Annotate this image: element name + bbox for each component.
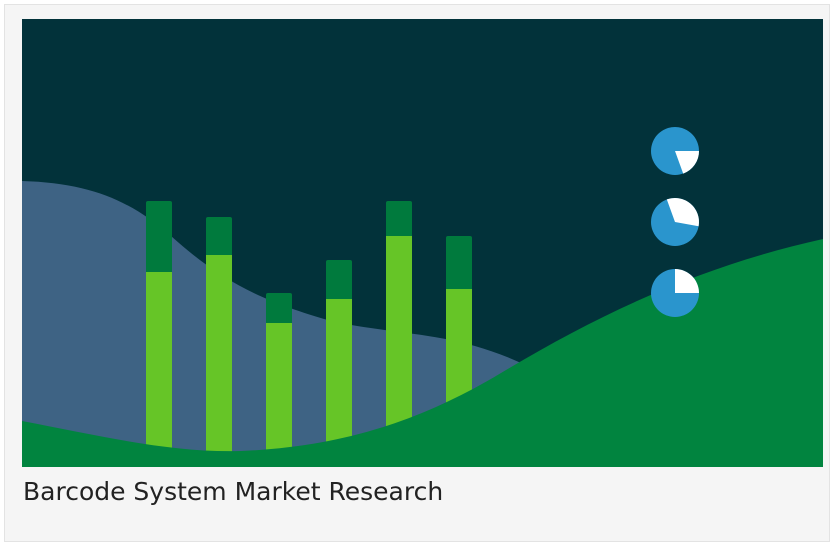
- pie-icons: [651, 127, 699, 317]
- illustration: [22, 19, 823, 467]
- bar: [266, 323, 292, 461]
- bar: [326, 299, 352, 461]
- caption: Barcode System Market Research: [23, 477, 443, 506]
- bar: [206, 255, 232, 461]
- card: Barcode System Market Research: [4, 4, 830, 542]
- bar: [146, 272, 172, 461]
